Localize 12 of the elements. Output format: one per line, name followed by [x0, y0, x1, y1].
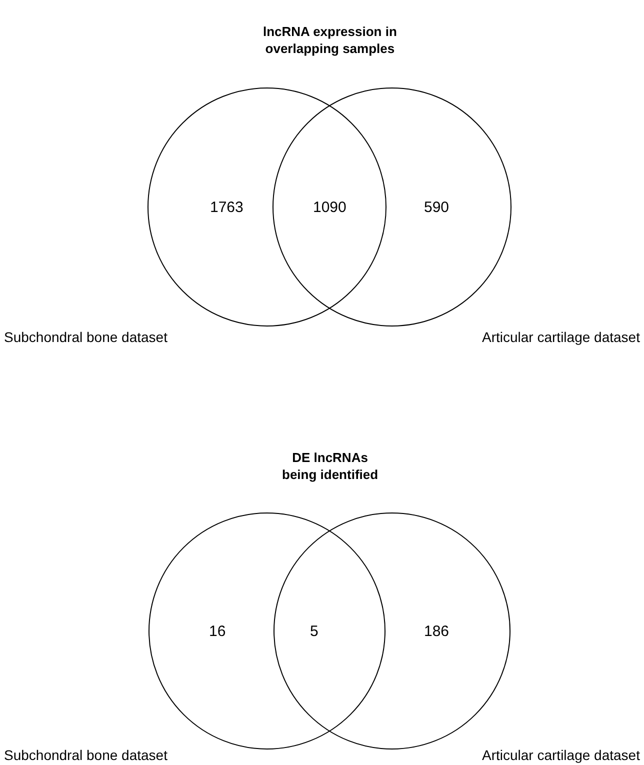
category-label: Subchondral bone dataset — [4, 747, 168, 763]
data-label: 1763 — [210, 199, 244, 216]
text: lncRNA expression in overlapping samples — [263, 24, 397, 56]
category-label: Articular cartilage dataset — [482, 329, 640, 345]
category-label: Articular cartilage dataset — [482, 747, 640, 763]
data-label: 5 — [310, 623, 318, 640]
data-label: 186 — [424, 623, 450, 640]
category-label: Subchondral bone dataset — [4, 329, 168, 345]
data-label: 1090 — [313, 199, 346, 216]
data-label: 16 — [209, 623, 226, 640]
text: DE lncRNAs being identified — [282, 450, 378, 482]
data-label: 590 — [424, 199, 450, 216]
